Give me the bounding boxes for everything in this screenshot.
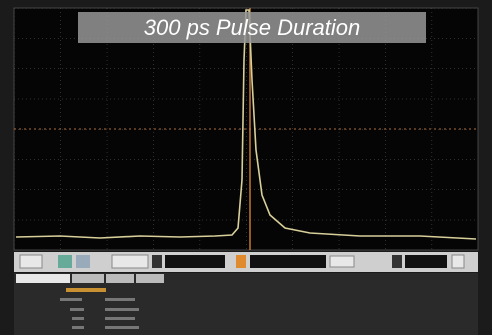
- toolbar-button[interactable]: [112, 255, 148, 268]
- timebase-field[interactable]: [405, 255, 447, 268]
- toolbar-button[interactable]: [330, 256, 354, 267]
- toolbar-button[interactable]: [20, 255, 42, 268]
- toolbar-button[interactable]: [76, 255, 90, 268]
- tab[interactable]: [72, 274, 104, 283]
- tab[interactable]: [106, 274, 134, 283]
- channel-icon: [152, 255, 162, 268]
- toolbar-button[interactable]: [452, 255, 464, 268]
- measurement-header: [66, 288, 106, 292]
- tab[interactable]: [16, 274, 70, 283]
- toolbar-button[interactable]: [58, 255, 72, 268]
- oscilloscope-screenshot: 300 ps Pulse Duration: [0, 0, 492, 335]
- tab[interactable]: [136, 274, 164, 283]
- channel-icon: [392, 255, 402, 268]
- scope-display: [0, 0, 492, 335]
- offset-field[interactable]: [250, 255, 326, 268]
- title-banner: 300 ps Pulse Duration: [78, 12, 426, 43]
- scale-field[interactable]: [165, 255, 225, 268]
- channel-icon: [236, 255, 246, 268]
